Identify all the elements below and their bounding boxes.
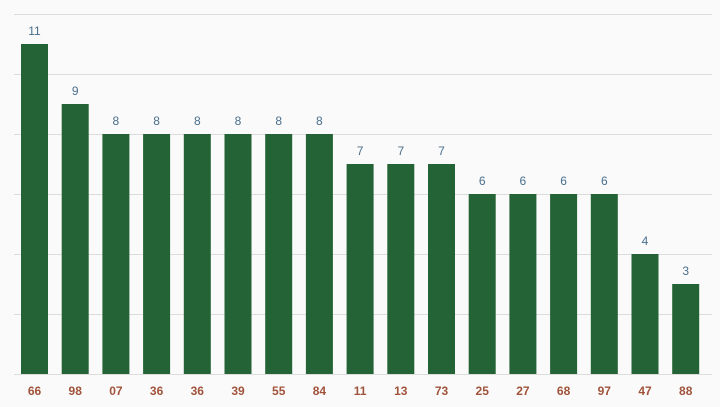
- bar-value-label: 7: [438, 144, 445, 158]
- x-tick-label: 98: [69, 384, 83, 398]
- bar: [183, 134, 211, 374]
- bar: [550, 194, 578, 374]
- category-labels: 66 98 07 36 36 39 55 84 11 13 73 25 27 68 97 47 88: [28, 384, 693, 398]
- bar-value-label: 8: [113, 114, 120, 128]
- x-tick-label: 66: [28, 384, 42, 398]
- x-tick-label: 55: [272, 384, 286, 398]
- bar-value-label: 6: [479, 174, 486, 188]
- bar-value-label: 6: [601, 174, 608, 188]
- x-tick-label: 11: [354, 384, 367, 398]
- x-tick-label: 07: [109, 384, 123, 398]
- bar: [509, 194, 537, 374]
- bar-value-label: 6: [520, 174, 527, 188]
- x-tick-label: 47: [638, 384, 652, 398]
- bar-value-label: 8: [153, 114, 160, 128]
- bar: [590, 194, 618, 374]
- bar-value-label: 4: [642, 234, 649, 248]
- bars: [21, 44, 700, 374]
- bar: [143, 134, 171, 374]
- x-tick-label: 73: [435, 384, 449, 398]
- x-tick-label: 84: [313, 384, 327, 398]
- x-tick-label: 27: [516, 384, 530, 398]
- bar-value-label: 7: [397, 144, 404, 158]
- x-tick-label: 36: [150, 384, 164, 398]
- bar-value-label: 7: [357, 144, 364, 158]
- bar: [224, 134, 252, 374]
- bar: [428, 164, 455, 374]
- x-tick-label: 97: [598, 384, 612, 398]
- bar-value-label: 8: [235, 114, 242, 128]
- bar: [61, 104, 89, 374]
- bar: [387, 164, 415, 374]
- bar: [346, 164, 374, 374]
- bar-value-label: 3: [682, 264, 689, 278]
- bar-value-label: 8: [316, 114, 323, 128]
- x-tick-label: 25: [476, 384, 490, 398]
- x-tick-label: 13: [394, 384, 408, 398]
- bar: [21, 44, 48, 374]
- x-tick-label: 88: [679, 384, 693, 398]
- bar: [672, 284, 700, 374]
- bar-value-label: 8: [275, 114, 282, 128]
- bar: [102, 134, 130, 374]
- bar-value-label: 11: [28, 24, 41, 38]
- bar-value-label: 9: [72, 84, 79, 98]
- bar: [305, 134, 333, 374]
- x-tick-label: 39: [231, 384, 245, 398]
- x-tick-label: 36: [191, 384, 205, 398]
- bar: [265, 134, 293, 374]
- bar: [468, 194, 496, 374]
- x-tick-label: 68: [557, 384, 571, 398]
- value-labels: 11 9 8 8 8 8 8 8 7 7 7 6 6 6 6 4 3: [28, 24, 689, 278]
- bar-value-label: 6: [560, 174, 567, 188]
- bar: [631, 254, 659, 374]
- bar-value-label: 8: [194, 114, 201, 128]
